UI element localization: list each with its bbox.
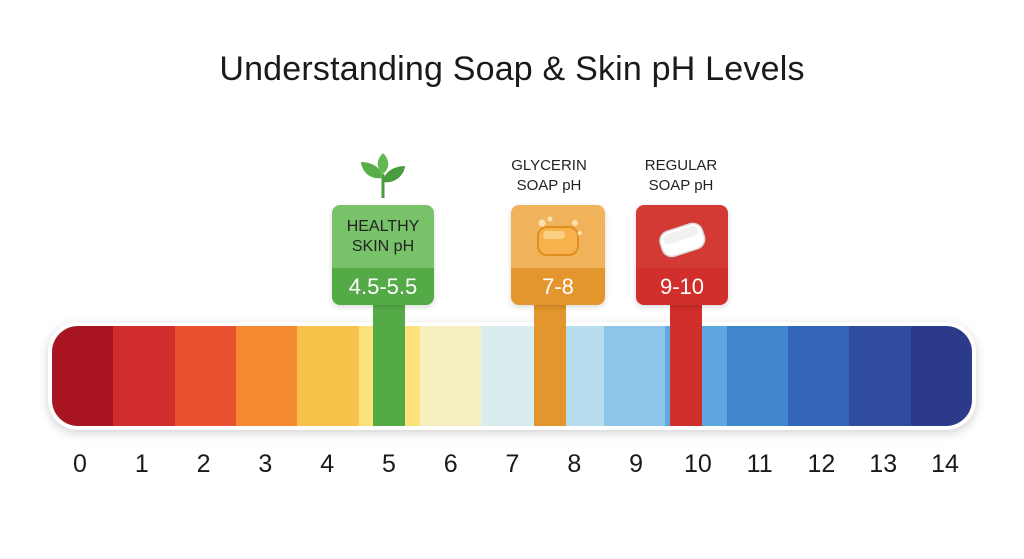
glycerin-soap-stem [533, 300, 566, 426]
healthy-skin-card: HEALTHY SKIN pH 4.5-5.5 [332, 205, 434, 305]
ph-tick-7: 7 [505, 450, 520, 478]
ph-tick-10: 10 [683, 450, 712, 478]
healthy-skin-stem [372, 300, 405, 426]
healthy-skin-value: 4.5-5.5 [332, 268, 434, 305]
ph-tick-12: 12 [807, 450, 836, 478]
ph-tick-3: 3 [258, 450, 273, 478]
healthy-skin-label-line-1: HEALTHY [346, 218, 420, 235]
ph-tick-13: 13 [869, 450, 898, 478]
ph-tick-11: 11 [746, 450, 773, 478]
soap-bar-icon [659, 222, 706, 258]
glycerin-soap-icon [537, 215, 583, 256]
ph-tick-14: 14 [931, 450, 959, 478]
regular-soap-label-line-2: SOAP pH [648, 177, 714, 194]
ph-tick-8: 8 [567, 450, 582, 478]
regular-soap-card: 9-10 [636, 205, 728, 305]
healthy-skin-label-line-2: SKIN pH [351, 238, 415, 255]
ph-segment-3 [235, 326, 298, 426]
ph-tick-2: 2 [196, 450, 211, 478]
ph-tick-9: 9 [629, 450, 644, 478]
healthy-skin-card-header: HEALTHY SKIN pH [332, 205, 434, 268]
ph-segment-7 [481, 326, 543, 426]
regular-soap-label-line-1: REGULAR [644, 157, 718, 174]
ph-segment-13 [849, 326, 911, 426]
regular-soap-value: 9-10 [636, 268, 728, 305]
glycerin-soap-card-header [511, 205, 605, 268]
ph-segment-14 [910, 326, 972, 426]
regular-soap-card-header [636, 205, 728, 268]
ph-tick-0: 0 [73, 450, 87, 478]
ph-tick-5: 5 [381, 450, 396, 478]
regular-soap-stem [669, 300, 702, 426]
ph-segment-2 [174, 326, 236, 426]
glycerin-soap-label-line-2: SOAP pH [516, 177, 582, 194]
ph-segment-12 [787, 326, 850, 426]
ph-segment-4 [297, 326, 359, 426]
ph-scale-bar [52, 326, 972, 426]
ph-segment-11 [726, 326, 788, 426]
leaf-icon [361, 153, 405, 198]
ph-tick-1: 1 [134, 450, 149, 478]
glycerin-soap-label-line-1: GLYCERIN [511, 157, 587, 174]
glycerin-soap-card: 7-8 [511, 205, 605, 305]
glycerin-soap-label: GLYCERIN SOAP pH [496, 156, 602, 196]
ph-tick-4: 4 [320, 450, 335, 478]
ph-segment-1 [113, 326, 175, 426]
healthy-skin-label: HEALTHY SKIN pH [332, 217, 434, 257]
regular-soap-label: REGULAR SOAP pH [628, 156, 734, 196]
ph-segment-9 [603, 326, 666, 426]
ph-segment-6 [419, 326, 482, 426]
page-title: Understanding Soap & Skin pH Levels [219, 50, 805, 88]
glycerin-soap-value: 7-8 [511, 268, 605, 305]
ph-tick-6: 6 [443, 450, 458, 478]
ph-segment-0 [52, 326, 114, 426]
